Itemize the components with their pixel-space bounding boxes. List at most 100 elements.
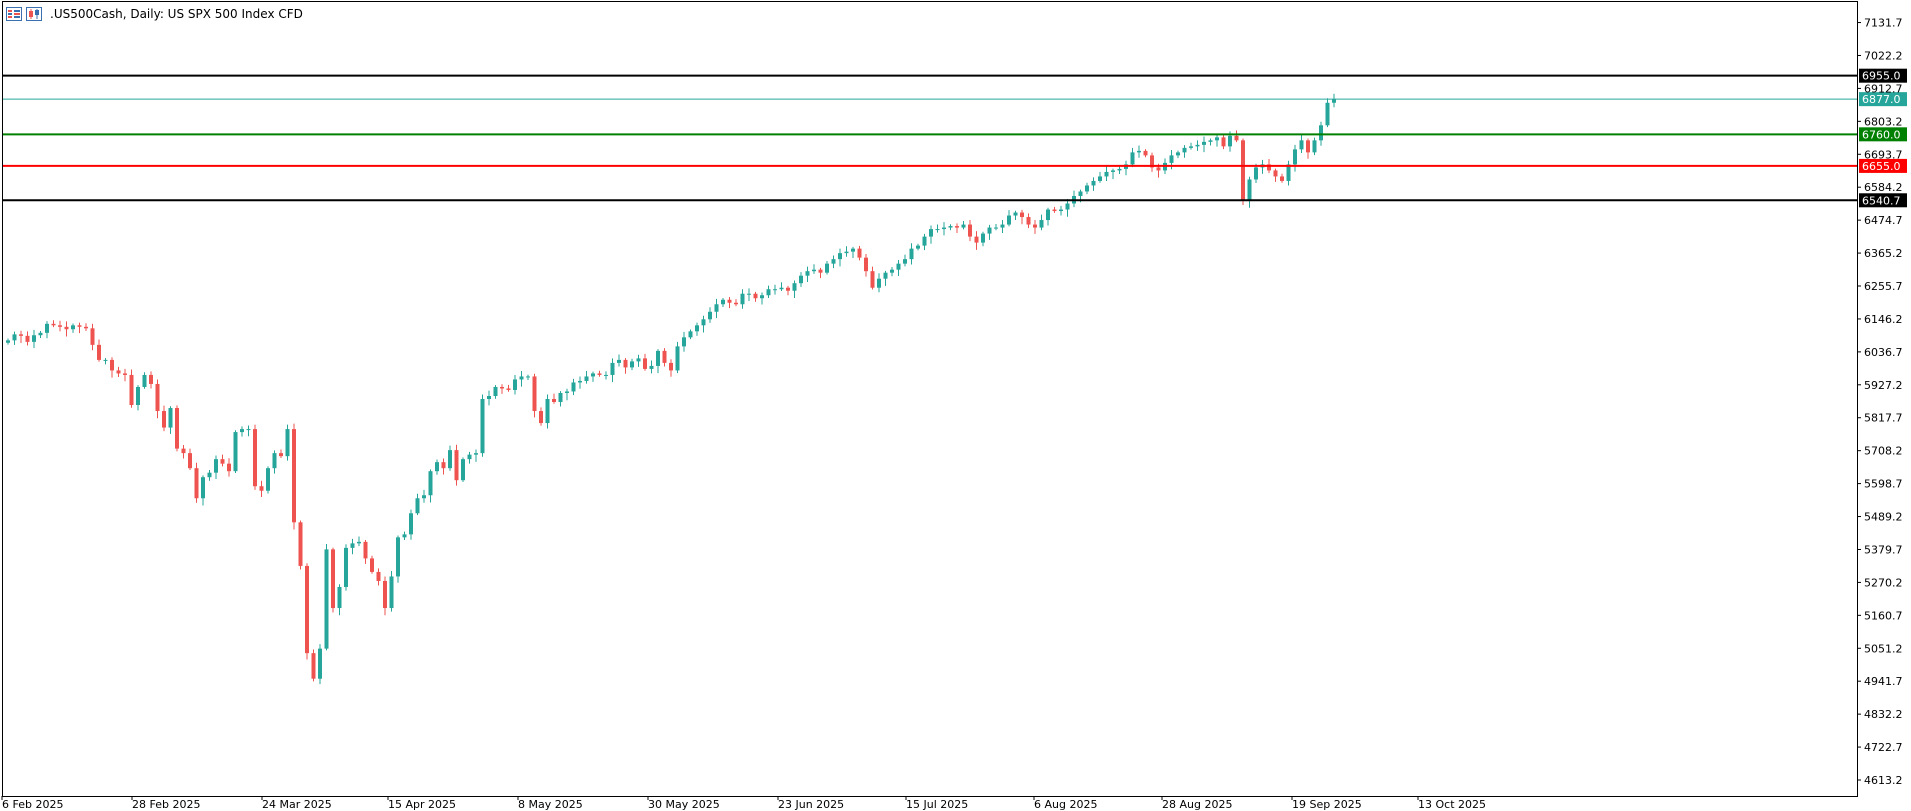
candle-body xyxy=(896,263,901,270)
candles-icon[interactable] xyxy=(26,7,42,21)
candle-body xyxy=(103,359,108,361)
candle xyxy=(71,323,75,333)
candle-body xyxy=(1039,220,1044,228)
y-tick-label: 5927.2 xyxy=(1864,379,1903,392)
candle-body xyxy=(1189,146,1193,148)
candle xyxy=(604,371,608,380)
candle xyxy=(149,371,153,389)
candle-body xyxy=(851,248,855,252)
candle xyxy=(844,246,849,257)
candle xyxy=(19,330,23,344)
candle-body xyxy=(617,359,621,363)
candle-body xyxy=(1273,170,1278,177)
candle xyxy=(142,372,147,389)
candle-body xyxy=(415,498,420,514)
candle-body xyxy=(331,549,335,609)
candle-body xyxy=(571,382,576,392)
candle-body xyxy=(12,334,17,341)
x-tick-label: 30 May 2025 xyxy=(648,798,720,811)
candle xyxy=(539,407,543,426)
candle xyxy=(396,535,400,583)
candle-body xyxy=(935,229,940,231)
candle xyxy=(259,480,264,498)
candle-body xyxy=(350,543,355,548)
candle-body xyxy=(1000,224,1005,228)
candle xyxy=(565,388,569,401)
candle-body xyxy=(1130,152,1135,165)
y-tick-label: 5489.2 xyxy=(1864,511,1903,524)
candle xyxy=(357,536,361,547)
x-tick-label: 24 Mar 2025 xyxy=(262,798,332,811)
candle-body xyxy=(32,335,36,342)
candle xyxy=(58,320,62,332)
candle xyxy=(311,649,316,682)
candle-body xyxy=(721,299,725,305)
candle-body xyxy=(25,335,30,342)
candle-body xyxy=(1150,155,1154,168)
candle xyxy=(812,264,816,274)
candles-layer xyxy=(6,93,1336,685)
candle xyxy=(1065,198,1070,217)
candle-body xyxy=(1241,140,1245,201)
candle xyxy=(721,297,725,307)
candle-body xyxy=(903,259,907,264)
candle-body xyxy=(584,376,589,381)
candle-body xyxy=(1026,217,1031,225)
candle xyxy=(246,425,251,437)
candle-body xyxy=(233,432,238,472)
candle-body xyxy=(383,580,387,609)
candle-body xyxy=(1104,171,1109,177)
candle xyxy=(877,273,881,293)
candle xyxy=(779,282,784,292)
candle-body xyxy=(539,411,543,424)
candle-body xyxy=(1195,144,1200,147)
level-label-bg xyxy=(1859,127,1907,142)
candle-body xyxy=(454,450,459,481)
candle xyxy=(792,280,797,298)
candle xyxy=(1332,93,1336,108)
candle-body xyxy=(370,558,374,572)
candle xyxy=(227,458,231,477)
price-axis: 7131.7 7022.2 6912.7 6803.2 6693.7 6584.2 6474… xyxy=(1857,17,1903,787)
candle-body xyxy=(285,429,290,457)
candle xyxy=(948,224,953,231)
candle xyxy=(506,384,511,392)
candle-body xyxy=(604,374,608,376)
candle xyxy=(415,493,420,516)
candle-body xyxy=(870,271,875,288)
candle-body xyxy=(474,453,478,455)
y-tick-label: 5379.7 xyxy=(1864,543,1903,556)
candle xyxy=(532,373,537,418)
x-tick-label: 15 Jul 2025 xyxy=(906,798,968,811)
candle xyxy=(1150,152,1154,172)
candle-body xyxy=(610,362,615,375)
candle-body xyxy=(844,251,849,254)
candle-body xyxy=(1085,185,1089,192)
candle xyxy=(662,348,667,367)
candle-body xyxy=(1312,140,1317,153)
bars-icon[interactable] xyxy=(6,7,22,21)
candle-body xyxy=(1143,150,1148,156)
candle-body xyxy=(558,392,563,403)
x-tick-label: 15 Apr 2025 xyxy=(388,798,456,811)
candle xyxy=(857,245,862,261)
candle xyxy=(617,354,621,367)
candle xyxy=(675,341,680,374)
level-label: 6955.0 xyxy=(1862,70,1901,83)
candle xyxy=(266,466,270,494)
candle-body xyxy=(831,259,836,264)
candle xyxy=(500,384,504,394)
candle xyxy=(981,231,985,247)
candle xyxy=(1059,205,1063,216)
candle xyxy=(168,406,173,434)
candle-body xyxy=(1046,209,1050,221)
candle xyxy=(240,426,244,437)
candle xyxy=(220,454,225,467)
candle-body xyxy=(123,373,127,375)
candle-body xyxy=(318,648,322,679)
candle xyxy=(922,233,927,251)
candle-body xyxy=(480,399,485,454)
candle xyxy=(389,571,394,612)
candle xyxy=(1137,145,1141,158)
